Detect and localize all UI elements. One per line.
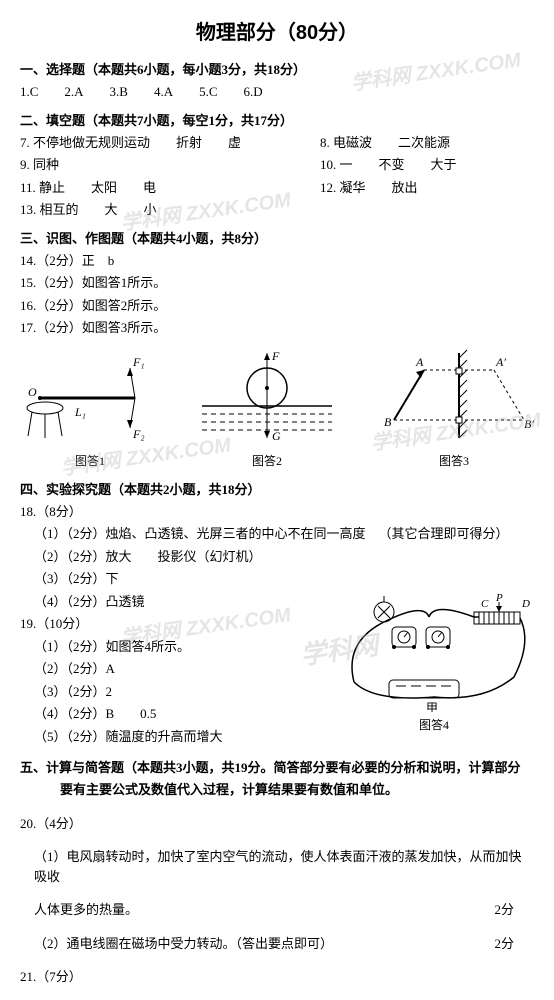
figure-2: F G 图答2 — [192, 348, 342, 469]
q20-2-score: 2分 — [494, 934, 514, 954]
fig3-caption: 图答3 — [374, 452, 534, 469]
q20-1b-row: 人体更多的热量。 2分 — [20, 900, 534, 920]
label-A: A — [415, 355, 424, 369]
label-Bp: B′ — [524, 417, 534, 431]
page-title: 物理部分（80分） — [20, 16, 534, 45]
section4-head: 四、实验探究题（本题共2小题，共18分） — [20, 479, 534, 498]
q17: 17.（2分）如图答3所示。 — [20, 318, 534, 338]
label-Ap: A′ — [495, 355, 506, 369]
q11-q12-row: 11. 静止 太阳 电 12. 凝华 放出 — [20, 178, 534, 198]
q11: 11. 静止 太阳 电 — [20, 178, 320, 198]
q20-1b: 人体更多的热量。 — [34, 902, 138, 917]
q18-2: （2）（2分）放大 投影仪（幻灯机） — [20, 547, 534, 567]
label-O: O — [28, 385, 37, 399]
label-D: D — [521, 598, 530, 610]
q10: 10. 一 不变 大于 — [320, 155, 457, 175]
q18-3: （3）（2分）下 — [20, 569, 534, 589]
q20-2-row: （2）通电线圈在磁场中受力转动。（答出要点即可） 2分 — [20, 934, 534, 954]
label-B: B — [384, 415, 392, 429]
fig4-caption: 图答4 — [334, 716, 534, 733]
figure-3: A B A′ B′ 图答3 — [374, 348, 534, 469]
q9: 9. 同种 — [20, 155, 320, 175]
q12: 12. 凝华 放出 — [320, 178, 418, 198]
q20: 20.（4分） — [20, 814, 534, 834]
mc-answers: 1.C 2.A 3.B 4.A 5.C 6.D — [20, 82, 534, 102]
q13: 13. 相互的 大 小 — [20, 200, 534, 220]
section3-head: 三、识图、作图题（本题共4小题，共8分） — [20, 228, 534, 247]
q20-1-score: 2分 — [494, 900, 514, 920]
q15: 15.（2分）如图答1所示。 — [20, 273, 534, 293]
q7: 7. 不停地做无规则运动 折射 虚 — [20, 133, 320, 153]
label-L1: L₁ — [74, 405, 86, 419]
label-C: C — [481, 598, 489, 610]
q20-2: （2）通电线圈在磁场中受力转动。（答出要点即可） — [34, 936, 333, 951]
section2-head: 二、填空题（本题共7小题，每空1分，共17分） — [20, 110, 534, 129]
q9-q10-row: 9. 同种 10. 一 不变 大于 — [20, 155, 534, 175]
q18-1: （1）（2分）烛焰、凸透镜、光屏三者的中心不在同一高度 （其它合理即可得分） — [20, 524, 534, 544]
label-F2: F₂ — [132, 427, 145, 441]
fig1-caption: 图答1 — [20, 452, 160, 469]
q14: 14.（2分）正 b — [20, 251, 534, 271]
label-F: F — [271, 349, 280, 363]
label-jia: 甲 — [426, 701, 438, 712]
section1-head: 一、选择题（本题共6小题，每小题3分，共18分） — [20, 59, 534, 78]
label-F1: F₁ — [132, 355, 145, 369]
fig2-caption: 图答2 — [192, 452, 342, 469]
figure-4: C P D 甲 图答4 — [334, 592, 534, 733]
q18: 18.（8分） — [20, 502, 534, 522]
figure-row-1: F₁ F₂ O L₁ 图答1 F G — [20, 348, 534, 469]
section5-head: 五、计算与简答题（本题共3小题，共19分。简答部分要有必要的分析和说明，计算部分 — [20, 757, 534, 776]
section5-head2: 要有主要公式及数值代入过程，计算结果要有数值和单位。 — [20, 780, 534, 800]
q20-1a: （1）电风扇转动时，加快了室内空气的流动，使人体表面汗液的蒸发加快，从而加快吸收 — [20, 847, 534, 886]
label-P: P — [495, 592, 503, 604]
q16: 16.（2分）如图答2所示。 — [20, 296, 534, 316]
q7-q8-row: 7. 不停地做无规则运动 折射 虚 8. 电磁波 二次能源 — [20, 133, 534, 153]
label-G: G — [272, 429, 281, 443]
q21: 21.（7分） — [20, 967, 534, 987]
q8: 8. 电磁波 二次能源 — [320, 133, 450, 153]
figure-1: F₁ F₂ O L₁ 图答1 — [20, 348, 160, 469]
